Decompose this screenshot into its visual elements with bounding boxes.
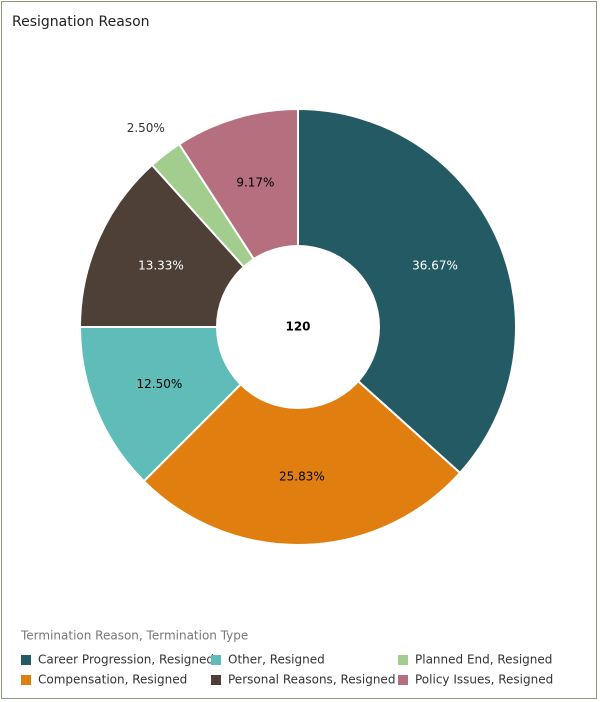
donut-hole <box>216 245 380 409</box>
legend-swatch <box>398 675 408 685</box>
legend-swatch <box>211 675 221 685</box>
legend-swatch <box>211 655 221 665</box>
value-label: 12.50% <box>137 377 183 391</box>
value-label: 25.83% <box>279 469 325 483</box>
value-label: 2.50% <box>127 121 165 135</box>
legend-title: Termination Reason, Termination Type <box>20 629 248 643</box>
legend-label: Planned End, Resigned <box>415 653 552 667</box>
legend-label: Career Progression, Resigned <box>38 653 214 667</box>
value-label: 36.67% <box>412 259 458 273</box>
legend-swatch <box>21 655 31 665</box>
value-label: 9.17% <box>236 176 274 190</box>
legend-label: Compensation, Resigned <box>38 673 187 687</box>
center-label: 120 <box>285 320 310 334</box>
legend-label: Other, Resigned <box>228 653 325 667</box>
legend-swatch <box>21 675 31 685</box>
legend-swatch <box>398 655 408 665</box>
slice <box>142 325 462 546</box>
slice <box>297 107 517 475</box>
chart-title: Resignation Reason <box>12 14 150 30</box>
legend-label: Policy Issues, Resigned <box>415 673 553 687</box>
value-label: 13.33% <box>138 259 184 273</box>
legend-label: Personal Reasons, Resigned <box>228 673 395 687</box>
